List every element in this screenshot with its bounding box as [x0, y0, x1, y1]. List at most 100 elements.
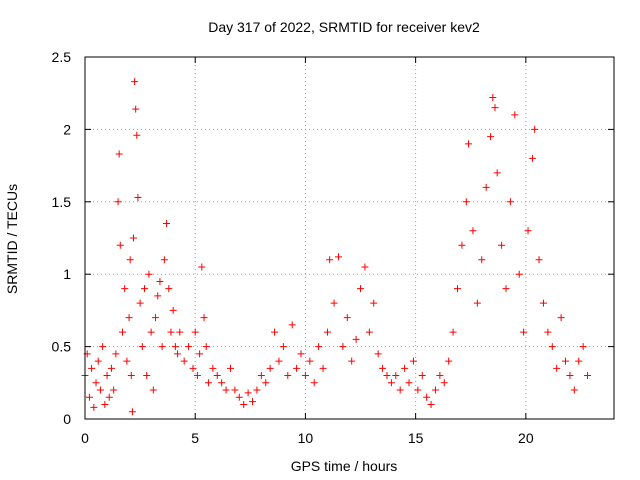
chart-title: Day 317 of 2022, SRMTID for receiver kev…	[208, 19, 480, 35]
data-point	[334, 253, 342, 261]
data-point	[204, 379, 212, 387]
data-point	[440, 379, 448, 387]
data-point	[511, 111, 519, 119]
data-point	[133, 131, 141, 139]
x-tick-label: 5	[191, 430, 199, 446]
data-point	[445, 357, 453, 365]
data-point	[323, 328, 331, 336]
data-point	[365, 328, 373, 336]
data-point	[174, 350, 182, 358]
data-point	[136, 299, 144, 307]
x-tick-label: 0	[81, 430, 89, 446]
data-point	[198, 263, 206, 271]
data-point	[121, 285, 129, 293]
data-point	[132, 105, 140, 113]
data-point	[473, 299, 481, 307]
data-point	[90, 403, 98, 411]
data-point	[167, 328, 175, 336]
data-point	[99, 343, 107, 351]
data-point	[262, 379, 270, 387]
data-point	[134, 193, 142, 201]
data-point	[257, 372, 265, 380]
data-point	[110, 386, 118, 394]
data-point	[275, 357, 283, 365]
data-point	[524, 227, 532, 235]
data-point	[123, 357, 131, 365]
data-point	[553, 364, 561, 372]
data-point	[180, 357, 188, 365]
data-point	[315, 343, 323, 351]
data-point	[414, 386, 422, 394]
data-point	[357, 285, 365, 293]
data-point	[469, 227, 477, 235]
data-point	[482, 183, 490, 191]
data-point	[126, 256, 134, 264]
data-point	[392, 372, 400, 380]
data-point	[288, 321, 296, 329]
data-point	[506, 198, 514, 206]
data-point	[562, 357, 570, 365]
data-point	[88, 364, 96, 372]
data-point	[566, 372, 574, 380]
data-point	[465, 140, 473, 148]
data-point	[116, 241, 124, 249]
data-point	[493, 169, 501, 177]
data-point	[253, 386, 261, 394]
data-point	[458, 241, 466, 249]
data-point	[387, 379, 395, 387]
data-point	[141, 285, 149, 293]
plot-frame	[84, 56, 615, 420]
y-tick-label: 2.5	[52, 49, 72, 65]
data-point	[339, 343, 347, 351]
data-point	[193, 372, 201, 380]
data-point	[152, 314, 160, 322]
data-point	[218, 379, 226, 387]
data-point	[491, 104, 499, 112]
x-tick-label: 20	[518, 430, 534, 446]
y-tick-label: 1.5	[52, 194, 72, 210]
data-point	[301, 372, 309, 380]
data-point	[271, 328, 279, 336]
data-point	[158, 343, 166, 351]
y-tick-label: 0	[63, 411, 71, 427]
data-point	[557, 314, 565, 322]
data-point	[231, 386, 239, 394]
data-point	[213, 372, 221, 380]
data-point	[297, 350, 305, 358]
data-point	[405, 379, 413, 387]
data-point	[176, 328, 184, 336]
data-point	[244, 389, 252, 397]
y-tick-label: 0.5	[52, 339, 72, 355]
data-point	[145, 270, 153, 278]
data-point	[92, 379, 100, 387]
data-point	[310, 379, 318, 387]
data-point	[539, 299, 547, 307]
data-point	[240, 401, 248, 409]
data-point	[502, 285, 510, 293]
data-point	[189, 364, 197, 372]
data-point	[579, 343, 587, 351]
data-point	[222, 386, 230, 394]
y-axis-label: SRMTID / TECUs	[4, 184, 20, 294]
data-point	[154, 292, 162, 300]
data-point	[149, 386, 157, 394]
data-point	[531, 125, 539, 133]
data-point	[306, 357, 314, 365]
data-point	[489, 94, 497, 102]
data-point	[128, 408, 136, 416]
data-point	[409, 357, 417, 365]
data-point	[423, 393, 431, 401]
data-point	[431, 386, 439, 394]
data-point	[169, 306, 177, 314]
data-point	[101, 401, 109, 409]
data-point	[143, 372, 151, 380]
data-point	[284, 372, 292, 380]
data-point	[114, 198, 122, 206]
data-point	[319, 364, 327, 372]
grid-layer	[85, 57, 614, 419]
data-point	[352, 335, 360, 343]
data-point	[266, 364, 274, 372]
data-point	[200, 314, 208, 322]
data-point	[535, 256, 543, 264]
